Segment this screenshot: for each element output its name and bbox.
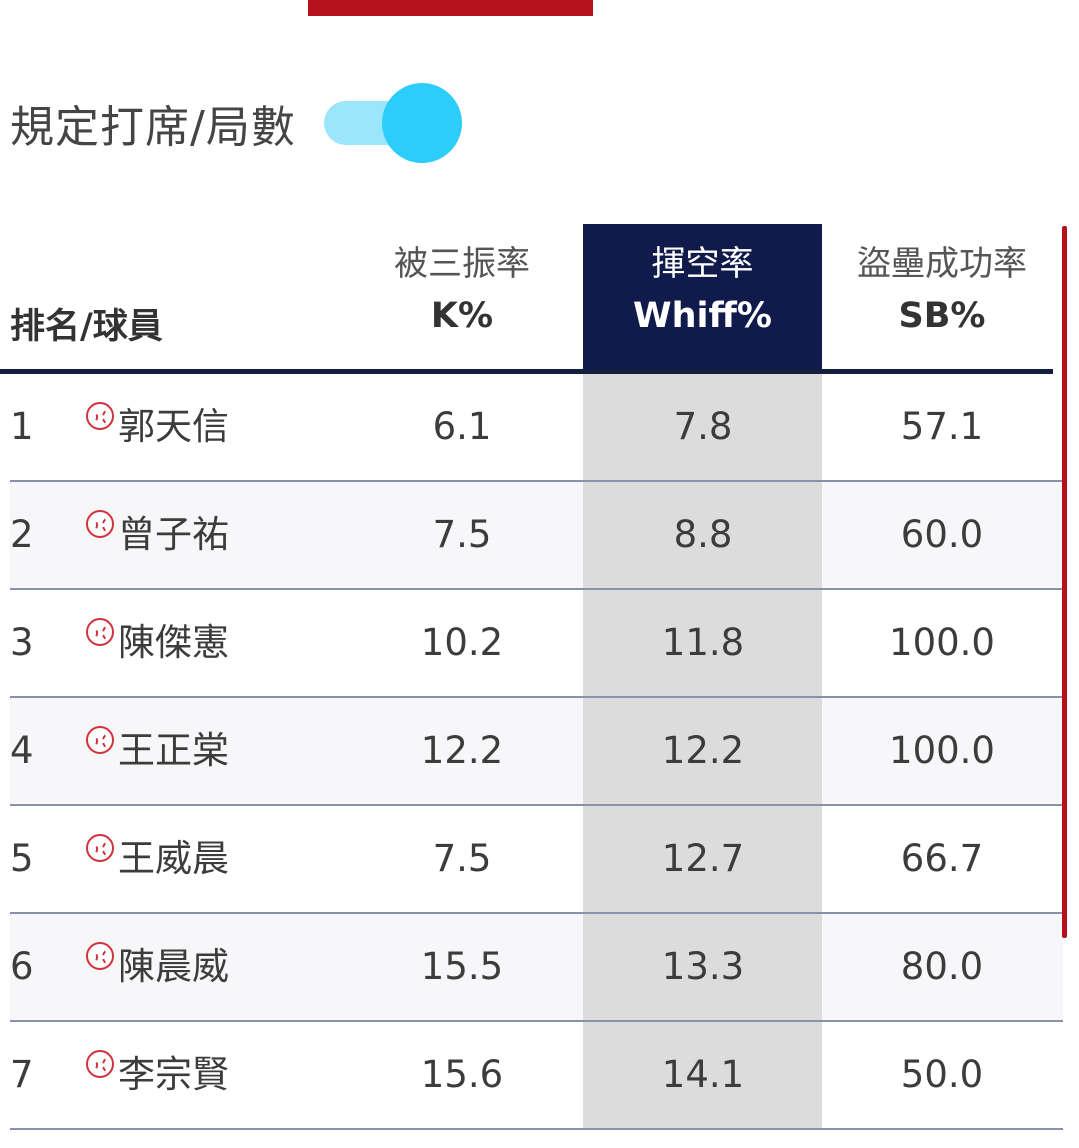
- player-name[interactable]: 郭天信: [118, 405, 229, 448]
- rank-cell: 1: [10, 405, 34, 448]
- sb-pct-cell: 66.7: [900, 837, 984, 880]
- table-row[interactable]: 3 陳傑憲 10.2 11.8 100.0: [10, 590, 1063, 698]
- rank-cell: 2: [10, 513, 34, 556]
- sorted-column-cell-bg: [583, 914, 822, 1020]
- player-cell[interactable]: 郭天信: [86, 374, 286, 480]
- table-row[interactable]: 6 陳晨威 15.5 13.3 80.0: [10, 914, 1063, 1022]
- k-pct-cell: 12.2: [420, 729, 504, 772]
- header-divider: [0, 369, 1053, 374]
- rank-cell: 6: [10, 945, 34, 988]
- baseball-icon: [86, 942, 114, 970]
- active-tab-indicator: [308, 0, 593, 16]
- player-name[interactable]: 李宗賢: [118, 1053, 229, 1096]
- player-cell[interactable]: 陳晨威: [86, 914, 286, 1020]
- sb-pct-cell: 100.0: [889, 729, 995, 772]
- rank-cell: 7: [10, 1053, 34, 1096]
- whiff-pct-cell: 14.1: [661, 1053, 745, 1096]
- qualified-toggle[interactable]: [322, 81, 464, 165]
- player-cell[interactable]: 王威晨: [86, 806, 286, 912]
- whiff-pct-cell: 12.2: [661, 729, 745, 772]
- whiff-pct-cell: 8.8: [673, 513, 733, 556]
- qualified-filter-row: 規定打席/局數: [10, 78, 464, 168]
- sorted-column-cell-bg: [583, 482, 822, 588]
- header-sb-pct[interactable]: 盜壘成功率 SB%: [842, 224, 1042, 370]
- qualified-filter-label: 規定打席/局數: [10, 102, 296, 153]
- table-row[interactable]: 4 王正棠 12.2 12.2 100.0: [10, 698, 1063, 806]
- player-name[interactable]: 王正棠: [118, 729, 229, 772]
- sb-pct-cell: 57.1: [900, 405, 984, 448]
- k-pct-cell: 7.5: [432, 513, 492, 556]
- baseball-icon: [86, 402, 114, 430]
- rank-cell: 3: [10, 621, 34, 664]
- k-pct-cell: 6.1: [432, 405, 492, 448]
- sorted-column-cell-bg: [583, 590, 822, 696]
- player-name[interactable]: 陳傑憲: [118, 621, 229, 664]
- sb-pct-cell: 100.0: [889, 621, 995, 664]
- k-pct-cell: 7.5: [432, 837, 492, 880]
- player-name[interactable]: 陳晨威: [118, 945, 229, 988]
- vertical-scrollbar[interactable]: [1062, 226, 1067, 938]
- baseball-icon: [86, 618, 114, 646]
- sb-pct-cell: 50.0: [900, 1053, 984, 1096]
- sb-pct-cell: 60.0: [900, 513, 984, 556]
- table-body: 1 郭天信 6.1 7.8 57.1 2 曾子祐 7.5 8.8 60.0 3 陳傑憲 10.2 11.8…: [10, 374, 1063, 1130]
- sorted-column-header-bg: [583, 224, 822, 370]
- header-k-en: K%: [430, 296, 494, 336]
- table-row[interactable]: 1 郭天信 6.1 7.8 57.1: [10, 374, 1063, 482]
- header-sb-en: SB%: [898, 296, 986, 336]
- header-whiff-en: Whiff%: [633, 296, 772, 336]
- sorted-column-cell-bg: [583, 806, 822, 912]
- header-k-zh: 被三振率: [394, 244, 530, 284]
- baseball-icon: [86, 834, 114, 862]
- header-k-pct[interactable]: 被三振率 K%: [362, 224, 562, 370]
- player-cell[interactable]: 王正棠: [86, 698, 286, 804]
- header-whiff-zh: 揮空率: [651, 244, 754, 284]
- k-pct-cell: 15.6: [420, 1053, 504, 1096]
- sorted-column-cell-bg: [583, 374, 822, 480]
- player-cell[interactable]: 陳傑憲: [86, 590, 286, 696]
- whiff-pct-cell: 11.8: [661, 621, 745, 664]
- player-cell[interactable]: 李宗賢: [86, 1022, 286, 1128]
- table-header: 排名/球員 被三振率 K% 揮空率 Whiff% 盜壘成功率 SB%: [10, 224, 1063, 376]
- sorted-column-cell-bg: [583, 698, 822, 804]
- rank-cell: 5: [10, 837, 34, 880]
- sorted-column-cell-bg: [583, 1022, 822, 1128]
- baseball-icon: [86, 510, 114, 538]
- header-player[interactable]: 排名/球員: [10, 307, 163, 347]
- stats-table: 排名/球員 被三振率 K% 揮空率 Whiff% 盜壘成功率 SB% 1 郭天信 6…: [10, 224, 1063, 1130]
- rank-cell: 4: [10, 729, 34, 772]
- baseball-icon: [86, 726, 114, 754]
- k-pct-cell: 15.5: [420, 945, 504, 988]
- whiff-pct-cell: 13.3: [661, 945, 745, 988]
- sb-pct-cell: 80.0: [900, 945, 984, 988]
- baseball-icon: [86, 1050, 114, 1078]
- k-pct-cell: 10.2: [420, 621, 504, 664]
- toggle-knob: [381, 83, 462, 163]
- header-sb-zh: 盜壘成功率: [857, 244, 1027, 284]
- table-row[interactable]: 2 曾子祐 7.5 8.8 60.0: [10, 482, 1063, 590]
- table-row[interactable]: 7 李宗賢 15.6 14.1 50.0: [10, 1022, 1063, 1130]
- player-cell[interactable]: 曾子祐: [86, 482, 286, 588]
- player-name[interactable]: 王威晨: [118, 837, 229, 880]
- whiff-pct-cell: 12.7: [661, 837, 745, 880]
- table-row[interactable]: 5 王威晨 7.5 12.7 66.7: [10, 806, 1063, 914]
- whiff-pct-cell: 7.8: [673, 405, 733, 448]
- header-whiff-pct[interactable]: 揮空率 Whiff%: [583, 224, 822, 370]
- player-name[interactable]: 曾子祐: [118, 513, 229, 556]
